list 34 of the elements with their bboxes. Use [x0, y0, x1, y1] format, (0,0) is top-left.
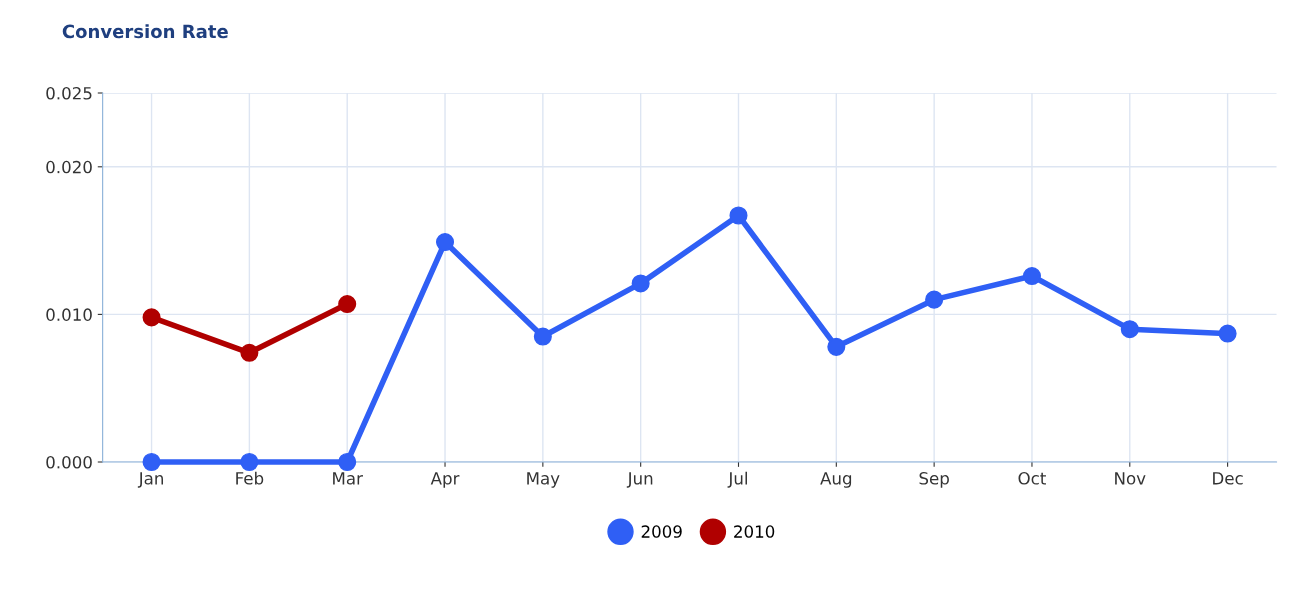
legend-label: 2010	[734, 525, 775, 538]
point	[1022, 266, 1041, 286]
point	[925, 290, 944, 309]
point	[142, 308, 161, 327]
x-tick-label: Mar	[333, 472, 363, 485]
x-tick-label: Jul	[727, 471, 747, 488]
y-tick-label: 0.025	[46, 86, 92, 100]
x-tick-label: Aug	[820, 472, 852, 488]
point	[729, 206, 748, 225]
point	[631, 274, 650, 293]
chart-title: Conversion Rate	[62, 24, 228, 39]
point	[1218, 324, 1237, 343]
point	[240, 452, 259, 472]
point	[338, 295, 357, 314]
legend-label: 2009	[641, 525, 682, 538]
point	[827, 337, 846, 356]
point	[142, 452, 161, 472]
point	[240, 343, 259, 362]
x-tick-label: Sep	[919, 472, 949, 488]
x-tick-label: Jun	[626, 472, 653, 488]
x-tick-label: Nov	[1115, 472, 1146, 485]
x-tick-label: Feb	[236, 471, 264, 485]
x-tick-label: Oct	[1018, 472, 1046, 485]
y-tick-label: 0.020	[46, 160, 92, 174]
point	[1120, 320, 1139, 339]
point	[533, 327, 552, 346]
y-tick-label: 0.010	[46, 308, 92, 321]
x-tick-label: Apr	[430, 472, 460, 488]
x-tick-label: Jan	[137, 472, 163, 488]
y-tick-label: 0.000	[46, 455, 92, 469]
x-tick-label: May	[527, 472, 560, 488]
point	[338, 452, 357, 472]
point	[435, 233, 455, 252]
x-tick-label: Dec	[1213, 472, 1243, 485]
